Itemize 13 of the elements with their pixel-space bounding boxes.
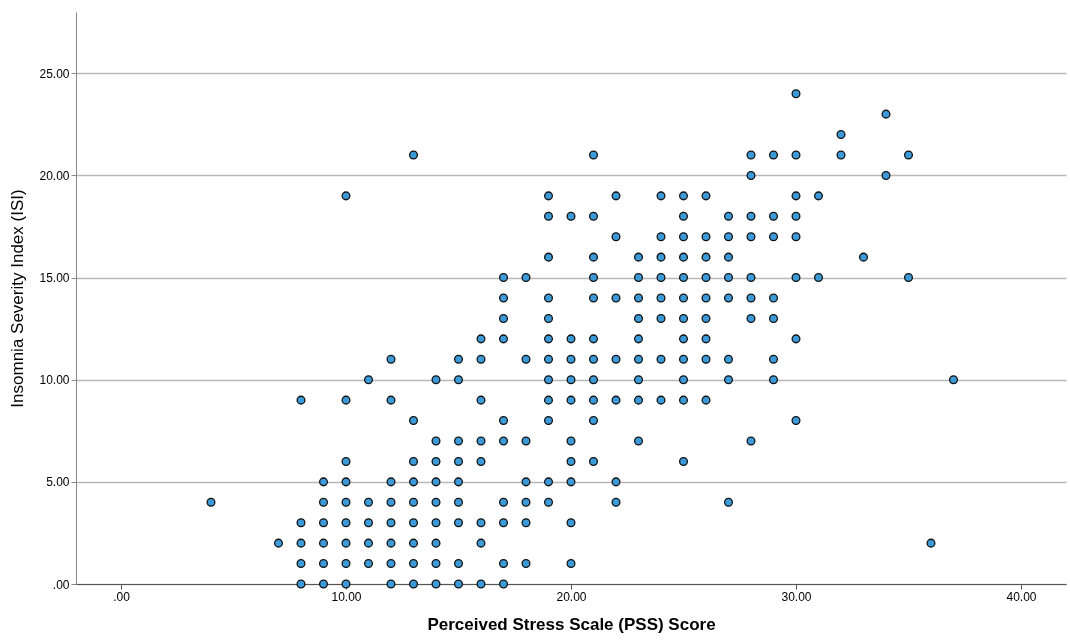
x-tick-label: 20.00 [556,589,587,604]
y-tick-label: 15.00 [39,271,70,286]
y-tick-label: 25.00 [39,66,70,81]
x-tick-label: .00 [113,589,131,604]
y-tick-label: 10.00 [39,373,70,388]
y-tick-label: 5.00 [46,475,70,490]
y-tick-label: .00 [52,577,70,592]
y-tick-label: 20.00 [39,168,70,183]
x-tick-label: 30.00 [781,589,812,604]
x-tick-label: 40.00 [1006,589,1037,604]
x-tick-label: 10.00 [331,589,362,604]
y-axis-title: Insomnia Severity Index (ISI) [8,189,28,408]
x-axis-title: Perceived Stress Scale (PSS) Score [427,614,716,634]
